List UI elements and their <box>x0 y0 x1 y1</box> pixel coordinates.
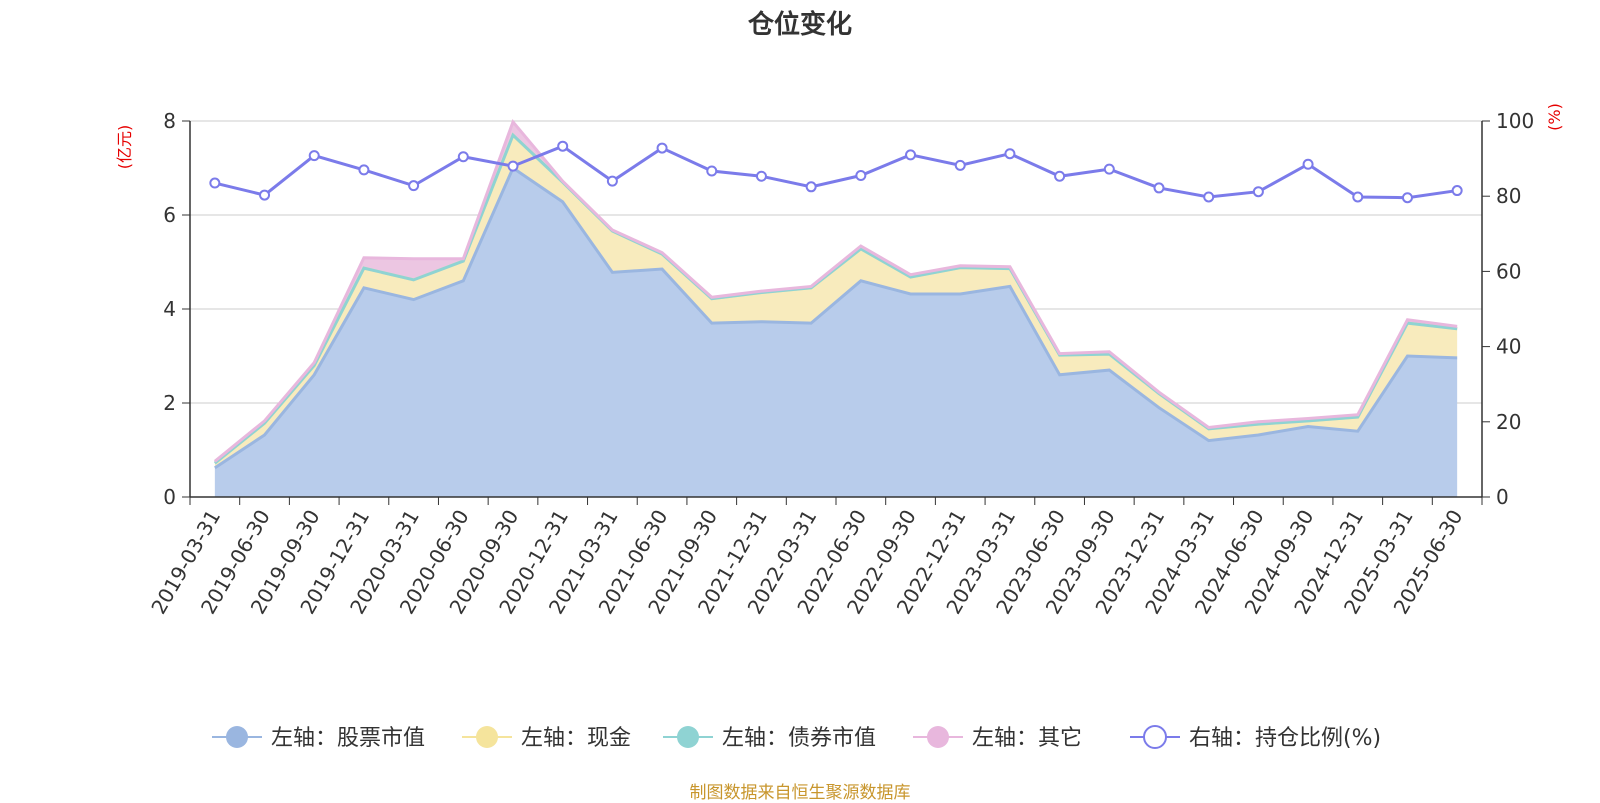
y-left-tick-label: 6 <box>163 203 176 227</box>
ratio-point <box>905 149 917 161</box>
ratio-point <box>358 164 370 176</box>
ratio-point <box>1352 191 1364 203</box>
legend-label: 右轴：持仓比例(%) <box>1189 726 1381 751</box>
ratio-point <box>1203 191 1215 203</box>
legend-label: 左轴：现金 <box>521 726 631 751</box>
area-edge-左轴：股票市值 <box>214 165 1458 470</box>
source-note: 制图数据来自恒生聚源数据库 <box>689 783 911 803</box>
ratio-point <box>1153 182 1165 194</box>
ratio-point <box>805 181 817 193</box>
ratio-point <box>408 180 420 192</box>
ratio-point <box>1302 158 1314 170</box>
ratio-point <box>457 151 469 163</box>
legend-label: 左轴：债券市值 <box>722 726 876 751</box>
legend-item: 左轴：债券市值 <box>663 726 876 751</box>
y-left-tick-label: 4 <box>163 297 176 321</box>
y-left-tick-label: 8 <box>163 109 176 133</box>
area-左轴：股票市值 <box>214 168 1458 497</box>
ratio-point <box>1004 148 1016 160</box>
ratio-point <box>1054 170 1066 182</box>
stacked-areas <box>213 118 1458 497</box>
legend-item: 左轴：其它 <box>913 726 1082 751</box>
legend-item: 左轴：现金 <box>462 726 631 751</box>
ratio-point <box>656 142 668 154</box>
area-edge-左轴：其它 <box>213 118 1458 463</box>
legend-label: 左轴：其它 <box>972 726 1082 751</box>
ratio-point <box>1451 185 1463 197</box>
ratio-point <box>507 160 519 172</box>
y-right-tick-label: 60 <box>1496 259 1521 283</box>
ratio-point <box>209 177 221 189</box>
area-edge-左轴：债券市值 <box>213 132 1458 465</box>
ratio-point <box>1103 163 1115 175</box>
y-right-tick-label: 20 <box>1496 410 1521 434</box>
ratio-point <box>755 170 767 182</box>
y-left-tick-label: 0 <box>163 485 176 509</box>
legend-label: 左轴：股票市值 <box>271 726 425 751</box>
legend-item: 右轴：持仓比例(%) <box>1130 725 1381 751</box>
ratio-point <box>1252 186 1264 198</box>
legend-marker <box>927 726 949 748</box>
ratio-point <box>259 189 271 201</box>
legend-item: 左轴：股票市值 <box>212 726 425 751</box>
y-right-unit: (%) <box>1545 103 1564 131</box>
legend: 左轴：股票市值 左轴：现金 左轴：债券市值 左轴：其它 右轴：持仓比例(%) <box>212 725 1381 751</box>
ratio-polyline <box>214 144 1458 200</box>
legend-marker <box>677 726 699 748</box>
ratio-point <box>706 165 718 177</box>
legend-marker <box>476 726 498 748</box>
legend-marker <box>1143 725 1167 749</box>
ratio-point <box>308 150 320 162</box>
ratio-point <box>606 175 618 187</box>
y-right-tick-label: 100 <box>1496 109 1534 133</box>
y-right-tick-label: 0 <box>1496 485 1509 509</box>
ratio-point <box>954 159 966 171</box>
ratio-line <box>209 140 1463 204</box>
legend-marker <box>226 726 248 748</box>
y-left-tick-label: 2 <box>163 391 176 415</box>
ratio-point <box>557 140 569 152</box>
chart-title: 仓位变化 <box>747 10 852 40</box>
y-right-tick-label: 40 <box>1496 335 1521 359</box>
ratio-point <box>1401 192 1413 204</box>
y-left-unit: (亿元) <box>115 125 134 170</box>
y-right-tick-label: 80 <box>1496 184 1521 208</box>
ratio-point <box>855 170 867 182</box>
